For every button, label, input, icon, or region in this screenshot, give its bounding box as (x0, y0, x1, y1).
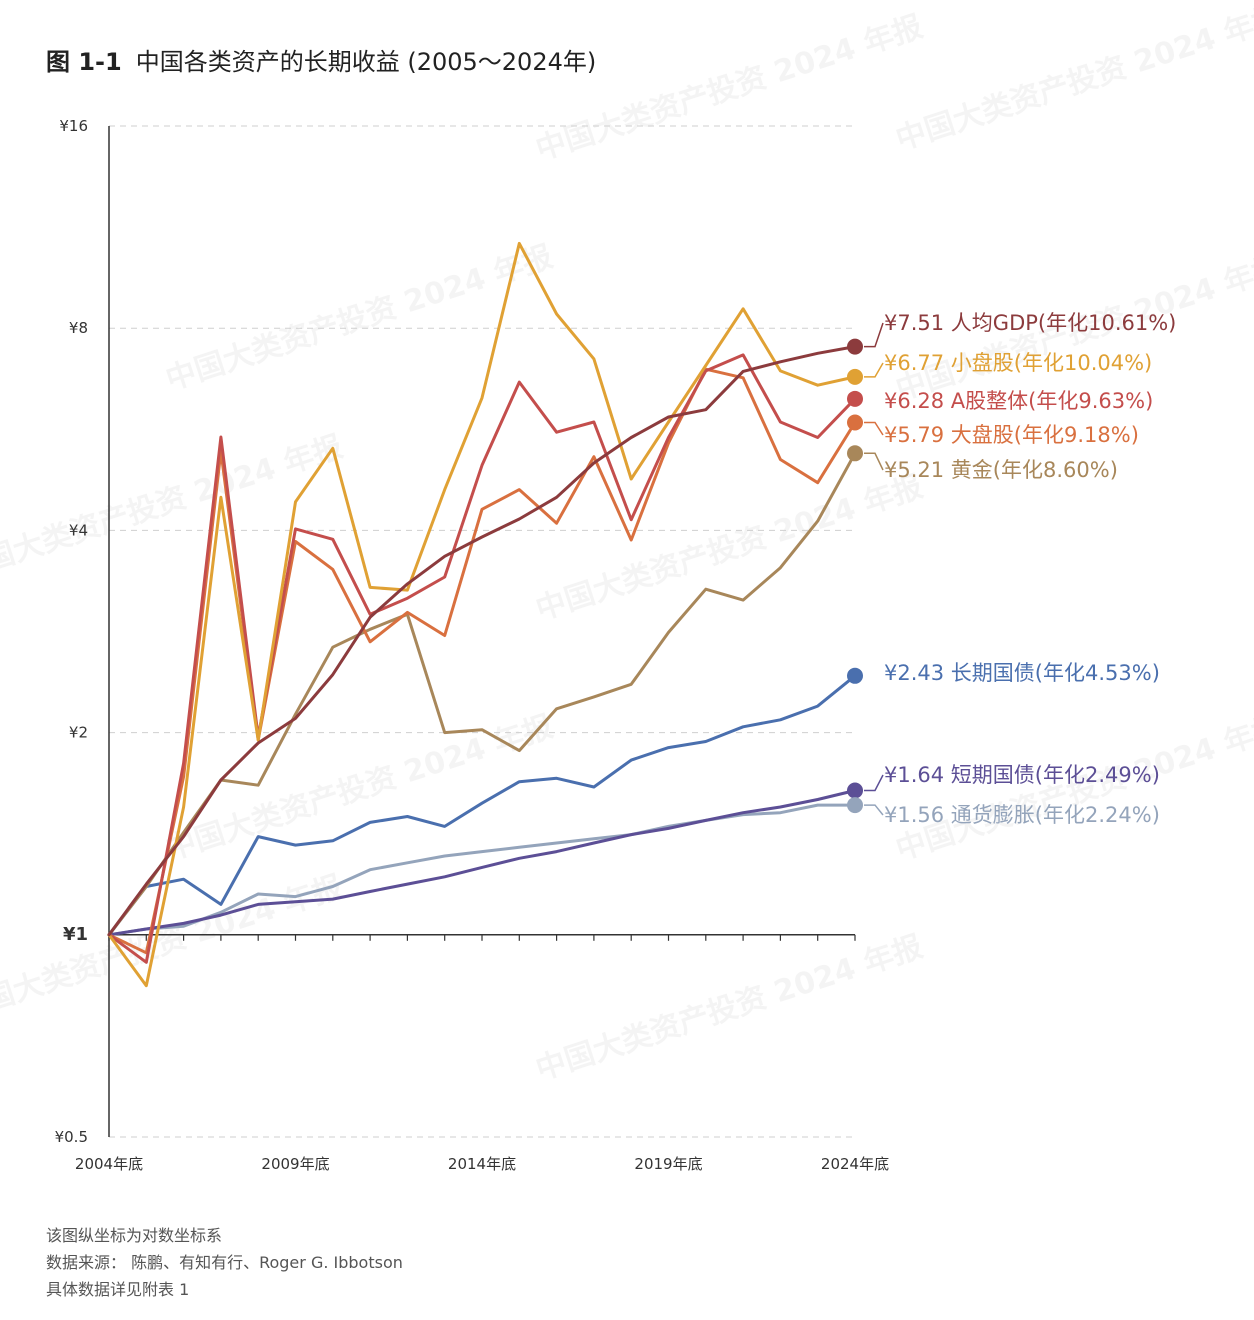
series-label-大盘股: ¥5.79 大盘股(年化9.18%) (884, 423, 1139, 447)
end-labels: ¥7.51 人均GDP(年化10.61%) ¥6.77 小盘股(年化10.04%)… (847, 311, 1176, 827)
watermark-text: 中国大类资产投资 2024 年报 (0, 869, 347, 1027)
series-label-小盘股: ¥6.77 小盘股(年化10.04%) (884, 351, 1152, 375)
series-line-小盘股 (107, 241, 857, 988)
watermark-text: 中国大类资产投资 2024 年报 (532, 929, 927, 1087)
end-marker-大盘股 (847, 414, 863, 431)
y-tick-label: ¥8 (69, 319, 88, 337)
note-appendix: 具体数据详见附表 1 (46, 1280, 190, 1299)
x-tick-label: 2019年底 (634, 1155, 702, 1173)
end-marker-长期国债 (847, 667, 863, 684)
series-label-A股整体: ¥6.28 A股整体(年化9.63%) (884, 389, 1153, 413)
axes: ¥0.5 ¥1 ¥2 ¥4 ¥8 ¥16 2004年底 2009年底 2014年底 2019年底 2… (55, 117, 890, 1173)
watermark-text: 中国大类资产投资 2024 年报 (162, 239, 557, 397)
label-connector (864, 421, 884, 436)
end-marker-短期国债 (847, 782, 863, 799)
note-source: 数据来源： 陈鹏、有知有行、Roger G. Ibbotson (46, 1253, 403, 1272)
label-connector (864, 804, 884, 816)
end-marker-黄金 (847, 445, 863, 462)
watermark-text: 中国大类资产投资 2024 年报 (892, 709, 1254, 867)
series-line-短期国债 (107, 789, 857, 937)
series-label-黄金: ¥5.21 黄金(年化8.60%) (884, 458, 1118, 482)
series-label-人均GDP: ¥7.51 人均GDP(年化10.61%) (884, 311, 1176, 335)
series-label-短期国债: ¥1.64 短期国债(年化2.49%) (884, 763, 1160, 787)
end-marker-小盘股 (847, 368, 863, 385)
series-line-大盘股 (107, 367, 857, 955)
watermark-text: 中国大类资产投资 2024 年报 (532, 9, 927, 167)
title-text: 中国各类资产的长期收益 (2005～2024年) (135, 48, 597, 76)
series-line-A股整体 (107, 353, 857, 964)
series-layer (107, 241, 857, 988)
note-log-scale: 该图纵坐标为对数坐标系 (46, 1226, 223, 1245)
label-connector (864, 452, 884, 471)
end-marker-A股整体 (847, 390, 863, 407)
series-line-人均GDP (107, 345, 857, 937)
watermark-text: 中国大类资产投资 2024 年报 (892, 0, 1254, 158)
y-tick-label: ¥0.5 (55, 1128, 88, 1146)
label-connector (864, 774, 884, 792)
x-tick-label: 2009年底 (261, 1155, 329, 1173)
series-line-黄金 (107, 451, 857, 937)
series-label-长期国债: ¥2.43 长期国债(年化4.53%) (884, 661, 1160, 685)
x-tick-label: 2004年底 (75, 1155, 143, 1173)
series-line-长期国债 (107, 674, 857, 937)
y-tick-label: ¥1 (63, 924, 88, 945)
watermark-text: 中国大类资产投资 2024 年报 (532, 469, 927, 627)
y-tick-label: ¥16 (59, 117, 88, 135)
chart-notes: 该图纵坐标为对数坐标系 数据来源： 陈鹏、有知有行、Roger G. Ibbot… (46, 1222, 403, 1303)
end-marker-人均GDP (847, 338, 863, 355)
label-connector (864, 322, 884, 348)
label-connector (864, 362, 884, 378)
figure-number: 图 1-1 (46, 48, 122, 76)
y-tick-label: ¥2 (69, 724, 88, 742)
end-marker-通货膨胀 (847, 797, 863, 814)
series-label-通货膨胀: ¥1.56 通货膨胀(年化2.24%) (884, 803, 1160, 827)
x-tick-label: 2024年底 (821, 1155, 889, 1173)
x-tick-label: 2014年底 (448, 1155, 516, 1173)
y-tick-label: ¥4 (69, 521, 88, 539)
chart-title: 图 1-1 中国各类资产的长期收益 (2005～2024年) (46, 42, 596, 77)
